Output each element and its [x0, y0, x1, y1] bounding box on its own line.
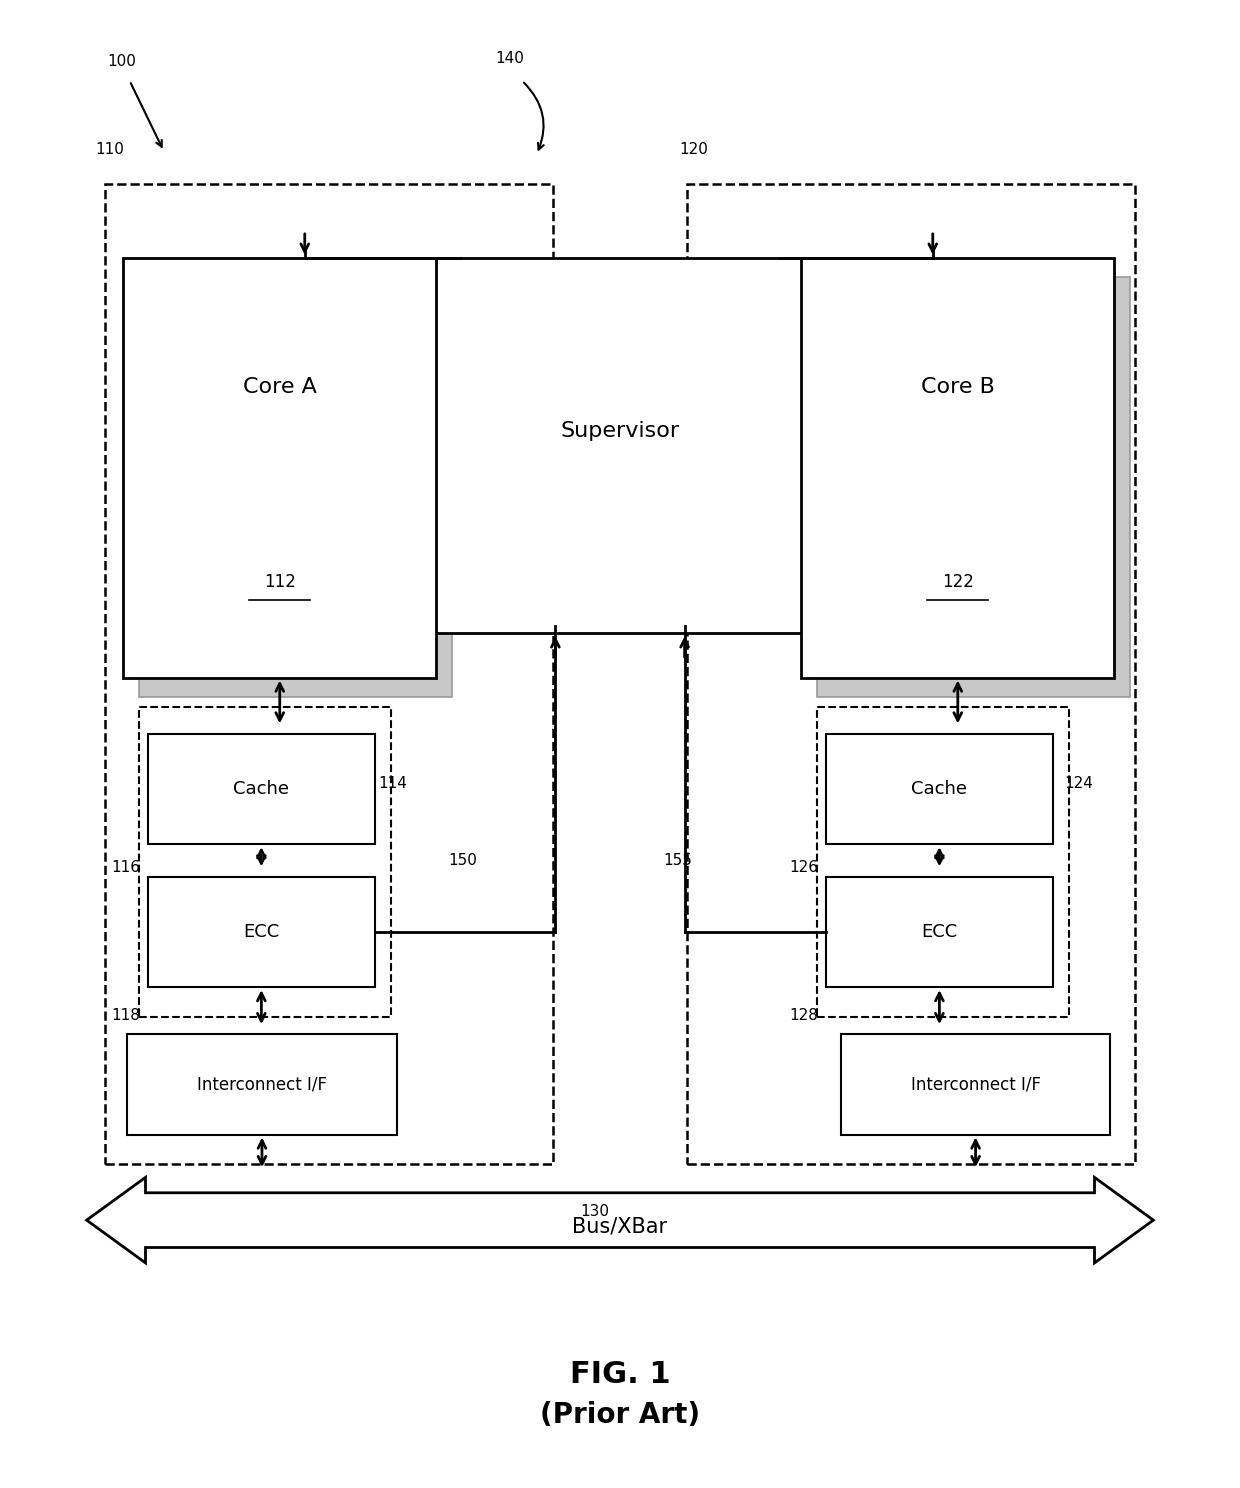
Text: ECC: ECC — [243, 923, 279, 940]
FancyBboxPatch shape — [139, 277, 453, 696]
FancyBboxPatch shape — [817, 277, 1130, 696]
FancyBboxPatch shape — [124, 257, 436, 677]
Text: 130: 130 — [580, 1204, 610, 1219]
Text: 114: 114 — [378, 777, 407, 792]
FancyBboxPatch shape — [801, 257, 1114, 677]
Text: 100: 100 — [108, 54, 136, 68]
FancyBboxPatch shape — [841, 1034, 1111, 1135]
FancyBboxPatch shape — [430, 257, 810, 634]
Text: Supervisor: Supervisor — [560, 421, 680, 440]
Text: Bus/XBar: Bus/XBar — [573, 1216, 667, 1237]
Text: Core A: Core A — [243, 376, 316, 396]
Text: 120: 120 — [678, 143, 708, 158]
FancyBboxPatch shape — [826, 876, 1053, 987]
Text: 112: 112 — [264, 573, 295, 591]
FancyBboxPatch shape — [148, 876, 374, 987]
Text: ECC: ECC — [921, 923, 957, 940]
Text: 122: 122 — [942, 573, 973, 591]
Text: 118: 118 — [112, 1007, 140, 1022]
FancyBboxPatch shape — [148, 734, 374, 844]
Text: 110: 110 — [95, 143, 124, 158]
Text: 116: 116 — [112, 860, 140, 875]
Text: Cache: Cache — [911, 780, 967, 798]
FancyBboxPatch shape — [139, 707, 391, 1016]
Text: Interconnect I/F: Interconnect I/F — [197, 1076, 327, 1094]
Text: 124: 124 — [1064, 777, 1092, 792]
Text: 155: 155 — [663, 853, 692, 868]
Text: (Prior Art): (Prior Art) — [539, 1400, 701, 1428]
FancyBboxPatch shape — [105, 185, 553, 1164]
FancyBboxPatch shape — [128, 1034, 397, 1135]
FancyBboxPatch shape — [826, 734, 1053, 844]
Text: 140: 140 — [495, 51, 523, 65]
Text: Cache: Cache — [233, 780, 289, 798]
FancyBboxPatch shape — [817, 707, 1069, 1016]
FancyBboxPatch shape — [687, 185, 1135, 1164]
Text: Core B: Core B — [921, 376, 994, 396]
Text: 126: 126 — [789, 860, 818, 875]
Text: 128: 128 — [789, 1007, 818, 1022]
Text: FIG. 1: FIG. 1 — [569, 1360, 671, 1390]
Polygon shape — [87, 1177, 1153, 1263]
Text: Interconnect I/F: Interconnect I/F — [910, 1076, 1040, 1094]
Text: 150: 150 — [449, 853, 477, 868]
